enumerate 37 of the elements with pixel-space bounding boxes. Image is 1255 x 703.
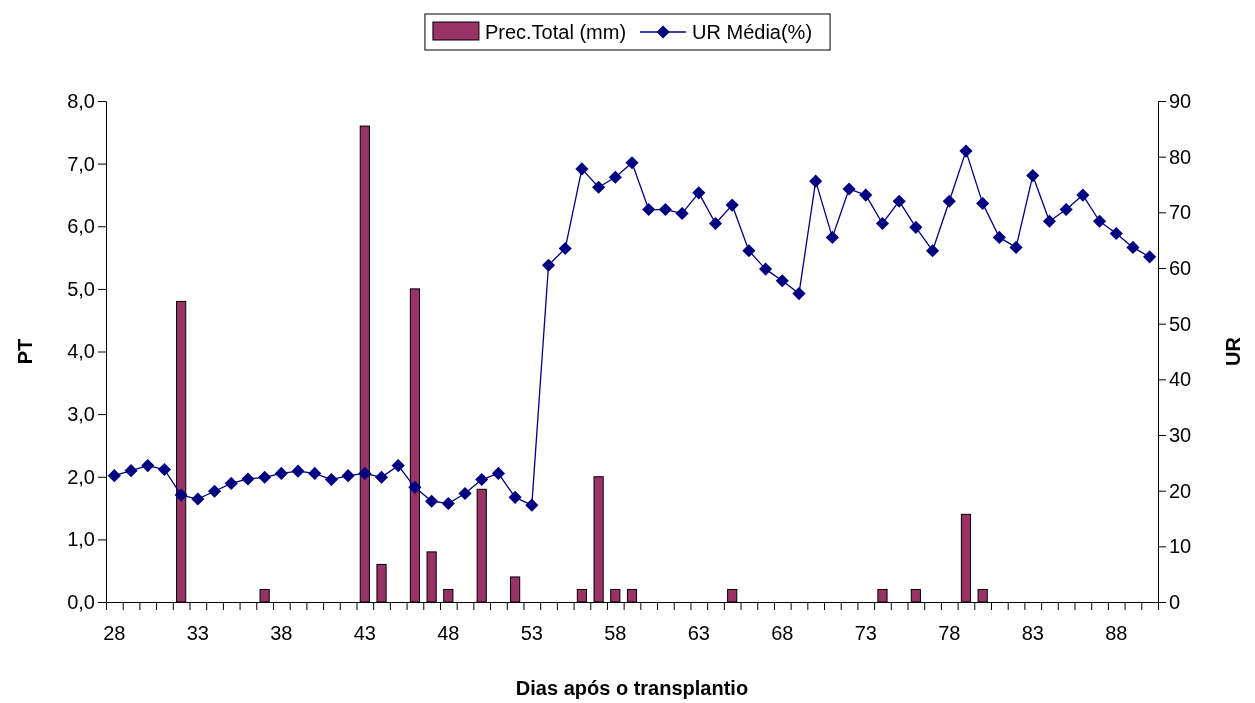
y-tick-label: 3,0 <box>67 403 95 426</box>
y-tick-label: 2,0 <box>67 465 95 488</box>
x-tick-label: 38 <box>270 622 293 644</box>
x-tick-label: 28 <box>103 622 126 644</box>
x-tick-label: 58 <box>604 622 627 644</box>
x-axis-title: Dias após o transplantio <box>515 677 749 699</box>
y2-tick-label: 50 <box>1169 312 1192 335</box>
y2-axis-title: UR <box>1222 336 1244 366</box>
x-tick-label: 78 <box>938 622 961 644</box>
y2-tick-label: 70 <box>1169 201 1192 224</box>
y-tick-label: 7,0 <box>67 152 95 175</box>
x-tick-label: 83 <box>1021 622 1044 644</box>
legend-label: UR Média(%) <box>692 21 813 43</box>
x-tick-label: 88 <box>1105 622 1128 644</box>
y2-tick-label: 40 <box>1169 368 1192 391</box>
y-tick-label: 0,0 <box>67 590 95 613</box>
y2-tick-label: 20 <box>1169 479 1192 502</box>
legend-label: Prec.Total (mm) <box>484 21 627 43</box>
y-tick-label: 1,0 <box>67 528 95 551</box>
x-tick-label: 63 <box>687 622 710 644</box>
y-tick-label: 6,0 <box>67 215 95 238</box>
y-tick-label: 8,0 <box>67 89 95 112</box>
x-tick-label: 33 <box>186 622 209 644</box>
y-tick-label: 4,0 <box>67 340 95 363</box>
y2-tick-label: 10 <box>1169 535 1192 558</box>
y2-tick-label: 0 <box>1169 590 1181 613</box>
x-tick-label: 68 <box>771 622 794 644</box>
y-axis-title: PT <box>14 338 36 365</box>
y-tick-label: 5,0 <box>67 277 95 300</box>
y2-tick-label: 80 <box>1169 145 1192 168</box>
y2-tick-label: 60 <box>1169 256 1192 279</box>
y2-tick-label: 90 <box>1169 89 1192 112</box>
y2-tick-label: 30 <box>1169 423 1192 446</box>
x-tick-label: 48 <box>437 622 460 644</box>
x-tick-label: 53 <box>520 622 543 644</box>
x-tick-label: 43 <box>353 622 376 644</box>
x-tick-label: 73 <box>854 622 877 644</box>
